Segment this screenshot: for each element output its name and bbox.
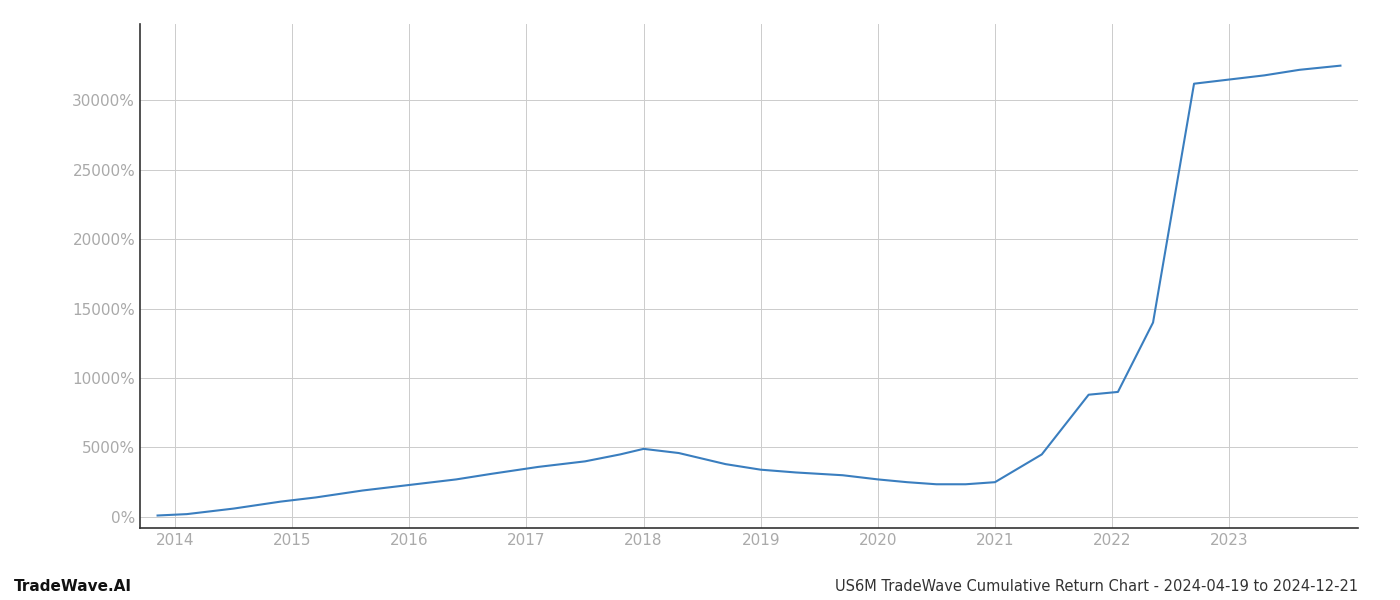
Text: US6M TradeWave Cumulative Return Chart - 2024-04-19 to 2024-12-21: US6M TradeWave Cumulative Return Chart -… — [834, 579, 1358, 594]
Text: TradeWave.AI: TradeWave.AI — [14, 579, 132, 594]
